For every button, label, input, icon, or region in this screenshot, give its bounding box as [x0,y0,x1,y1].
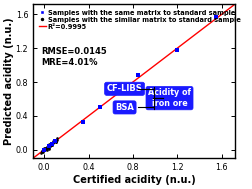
Point [43,147,47,150]
Point [41,150,45,153]
Point [47,147,51,150]
Point [49,141,53,144]
Point [51,140,55,143]
Legend: Samples with the same matrix to standard sample, Samples with the similar matrix: Samples with the same matrix to standard… [38,9,241,30]
Point [47,145,51,148]
Text: Acidity of
iron ore: Acidity of iron ore [148,88,191,108]
Point [47,144,51,147]
Point [53,140,57,143]
Point [175,48,179,51]
Point [40,149,44,152]
Point [45,146,49,149]
X-axis label: Certified acidity (n.u.): Certified acidity (n.u.) [73,175,195,185]
Y-axis label: Predicted acidity (n.u.): Predicted acidity (n.u.) [4,17,14,145]
Text: RMSE=0.0145
MRE=4.01%: RMSE=0.0145 MRE=4.01% [41,47,107,67]
Point [46,144,50,147]
Point [44,146,48,149]
Point [40,150,44,153]
Point [48,144,52,147]
Point [53,140,57,143]
Point [45,149,49,152]
Point [52,139,56,142]
Point [42,147,46,150]
Point [48,144,52,147]
Point [50,143,54,146]
Point [50,142,54,145]
Point [214,15,218,18]
Point [54,141,58,144]
Point [52,140,56,143]
Point [48,145,52,148]
Point [136,74,140,77]
Point [54,141,58,144]
Point [51,142,55,145]
Point [48,145,52,148]
Text: CF-LIBS: CF-LIBS [107,84,142,93]
Text: BSA: BSA [115,103,134,112]
Point [45,146,49,149]
Point [44,146,48,149]
Point [55,139,59,142]
Point [47,143,51,146]
Point [50,144,54,147]
Point [81,120,85,123]
Point [43,149,47,152]
Point [42,148,46,151]
Point [54,139,58,142]
Point [47,143,51,146]
Point [45,146,49,149]
Point [45,146,49,149]
Point [43,147,47,150]
Point [52,140,56,143]
Point [47,147,51,150]
Point [39,151,43,154]
Point [46,145,50,148]
Point [46,146,50,149]
Point [50,142,54,145]
Point [46,146,50,149]
Point [42,147,46,150]
Point [40,150,44,153]
Point [98,106,102,109]
Point [55,136,59,139]
